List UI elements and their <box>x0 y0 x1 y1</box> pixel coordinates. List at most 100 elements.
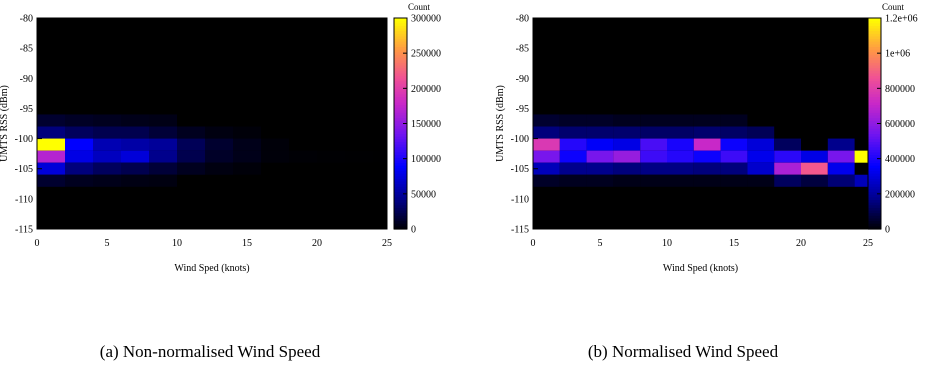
colorbar-segment <box>868 91 881 96</box>
heatmap-cell <box>205 126 233 139</box>
heatmap-cell <box>801 174 828 187</box>
colorbar-tick-label: 150000 <box>411 119 441 130</box>
heatmap-cell <box>774 138 801 151</box>
colorbar-segment <box>394 128 407 133</box>
heatmap-cell <box>65 126 93 139</box>
colorbar-segment <box>394 170 407 175</box>
colorbar-segment <box>868 68 881 72</box>
colorbar-segment <box>868 120 881 125</box>
heatmap-cell <box>640 174 667 187</box>
colorbar-segment <box>868 136 881 140</box>
colorbar-segment <box>394 210 407 214</box>
y-tick-label: -85 <box>516 44 529 55</box>
colorbar-segment <box>394 120 407 125</box>
colorbar-segment <box>868 218 881 222</box>
colorbar-segment <box>394 202 407 206</box>
colorbar-segment <box>868 65 881 69</box>
heatmap-cell <box>121 126 149 139</box>
colorbar-segment <box>868 112 881 117</box>
heatmap-cell <box>693 138 721 151</box>
colorbar-segment <box>394 118 407 122</box>
heatmap-cell <box>533 174 560 187</box>
colorbar-segment <box>394 110 407 114</box>
colorbar-segment <box>868 221 881 225</box>
colorbar-segment <box>394 57 407 61</box>
heatmap-cell <box>747 162 775 175</box>
y-tick-label: -110 <box>511 194 529 205</box>
colorbar-segment <box>394 81 407 85</box>
colorbar-segment <box>394 163 407 167</box>
colorbar-segment <box>394 105 407 109</box>
heatmap-cell <box>93 138 121 151</box>
colorbar-segment <box>868 110 881 114</box>
colorbar-segment <box>394 152 407 156</box>
y-tick-label: -105 <box>15 164 33 175</box>
heatmap-cell <box>747 126 775 139</box>
colorbar-segment <box>394 168 407 172</box>
colorbar-segment <box>394 134 407 138</box>
x-tick-label: 0 <box>35 238 40 249</box>
heatmap-cell <box>827 174 855 187</box>
colorbar-segment <box>868 60 881 64</box>
colorbar-segment <box>868 192 881 196</box>
colorbar-segment <box>394 221 407 225</box>
heatmap-cell <box>667 174 694 187</box>
x-axis-label: Wind Sped (knots) <box>663 263 738 274</box>
x-tick-label: 5 <box>105 238 110 249</box>
heatmap-cell <box>177 150 205 163</box>
heatmap-cell <box>205 150 233 163</box>
heatmap-cell <box>37 174 65 187</box>
x-tick-label: 5 <box>598 238 603 249</box>
colorbar-segment <box>394 112 407 117</box>
heatmap-cell <box>233 126 261 139</box>
colorbar-segment <box>868 160 881 164</box>
heatmap-cell <box>559 138 587 151</box>
heatmap-cell <box>149 138 177 151</box>
colorbar-segment <box>868 144 881 148</box>
colorbar-segment <box>394 218 407 222</box>
colorbar-segment <box>868 105 881 109</box>
colorbar-segment <box>394 207 407 212</box>
heatmap-cell <box>373 150 387 163</box>
heatmap-cell <box>613 114 641 127</box>
colorbar-segment <box>394 20 407 24</box>
colorbar-segment <box>394 83 407 88</box>
heatmap-cell <box>667 138 694 151</box>
heatmap-cell <box>121 162 149 175</box>
heatmap-cell <box>65 174 93 187</box>
heatmap-cell <box>559 162 587 175</box>
colorbar-segment <box>868 184 881 188</box>
colorbar-segment <box>868 99 881 103</box>
y-tick-label: -100 <box>511 134 529 145</box>
colorbar-segment <box>394 25 407 30</box>
colorbar-segment <box>868 78 881 82</box>
colorbar-segment <box>394 107 407 111</box>
heatmap-cell <box>149 162 177 175</box>
heatmap-cell <box>233 162 261 175</box>
colorbar-segment <box>868 163 881 167</box>
colorbar-segment <box>868 155 881 159</box>
colorbar-segment <box>868 36 881 40</box>
heatmap-cell <box>774 174 801 187</box>
heatmap-cell <box>640 150 667 163</box>
colorbar-segment <box>868 89 881 93</box>
heatmap-cell <box>233 150 261 163</box>
y-tick-label: -105 <box>511 164 529 175</box>
plot-frame <box>36 17 388 230</box>
colorbar-segment <box>394 31 407 35</box>
colorbar-segment <box>868 41 881 45</box>
colorbar-segment <box>394 60 407 64</box>
caption-b: (b) Normalised Wind Speed <box>588 342 779 361</box>
heatmap-cell <box>177 126 205 139</box>
heatmap-cell <box>559 126 587 139</box>
heatmap-cell <box>667 150 694 163</box>
heatmap-cell <box>586 150 614 163</box>
colorbar-tick-label: 100000 <box>411 154 441 165</box>
colorbar-segment <box>868 97 881 101</box>
colorbar-segment <box>868 165 881 169</box>
colorbar-segment <box>868 123 881 127</box>
colorbar-segment <box>394 123 407 127</box>
heatmap-cell <box>93 174 121 187</box>
colorbar-segment <box>868 139 881 143</box>
